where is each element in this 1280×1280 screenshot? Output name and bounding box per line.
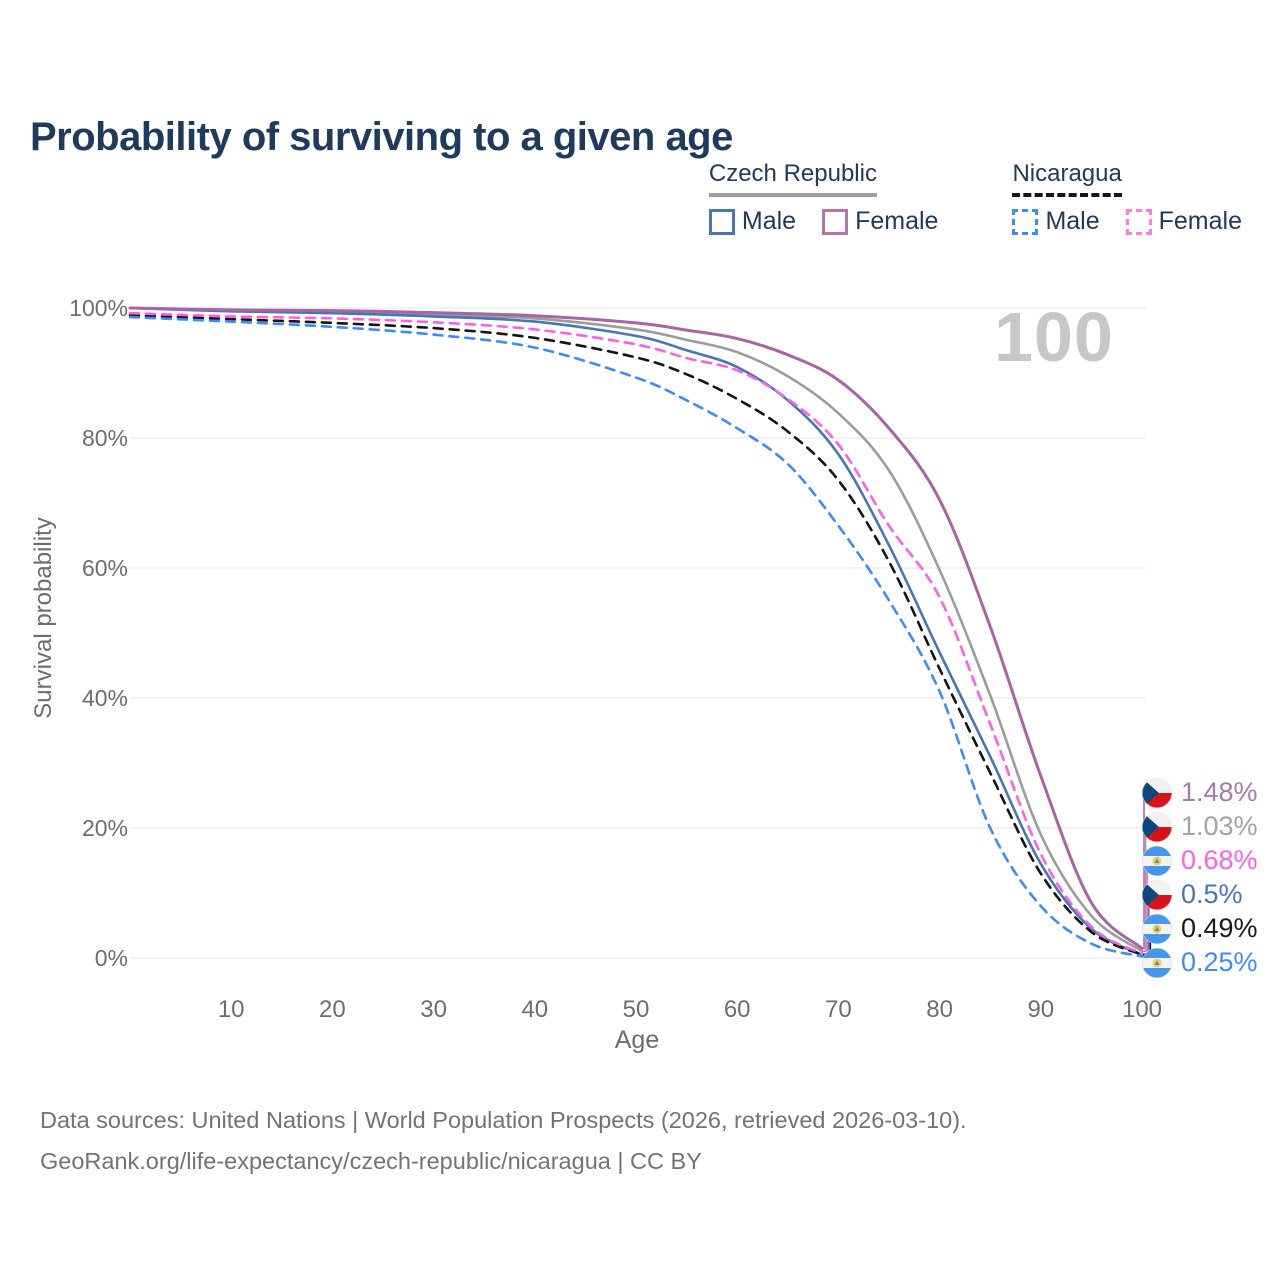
end-value-czech-republic-total: 1.03% [1181, 811, 1258, 841]
legend-items-nicaragua: Male Female [1012, 207, 1242, 236]
legend-item-czech-female[interactable]: Female [822, 207, 938, 236]
flag-czech-republic-icon [1142, 778, 1172, 808]
x-tick-label: 70 [825, 996, 852, 1023]
legend-item-nicaragua-male[interactable]: Male [1012, 207, 1100, 236]
line-nicaragua-total[interactable] [128, 313, 1144, 957]
nicaragua-female-swatch [1125, 208, 1152, 235]
x-tick-label: 100 [1121, 996, 1163, 1023]
survival-curves [128, 306, 1144, 958]
footer-attribution-link: GeoRank.org/life-expectancy/czech-republ… [40, 1148, 702, 1174]
legend-item-label: Male [1045, 207, 1100, 235]
footer: Data sources: United Nations | World Pop… [40, 1100, 967, 1182]
y-tick-label: 100% [69, 295, 128, 321]
legend-country-czech-republic[interactable]: Czech Republic [708, 160, 877, 197]
legend-item-label: Female [1158, 207, 1242, 235]
legend-group-czech-republic: Czech Republic Male Female [708, 160, 938, 236]
line-czech-republic-male[interactable] [128, 306, 1144, 957]
x-tick-label: 80 [926, 996, 953, 1023]
legend-item-czech-male[interactable]: Male [708, 207, 797, 236]
end-value-nicaragua-male: 0.25% [1181, 947, 1258, 977]
x-tick-label: 30 [420, 996, 447, 1023]
end-value-czech-republic-male: 0.5% [1181, 879, 1243, 909]
legend-items-czech-republic: Male Female [708, 207, 938, 236]
x-tick-label: 50 [622, 996, 650, 1023]
legend-item-label: Female [855, 207, 939, 235]
end-label-flags [1142, 778, 1172, 978]
x-axis-title: Age [614, 1026, 660, 1054]
flag-nicaragua-icon [1142, 846, 1172, 876]
footer-data-sources: Data sources: United Nations | World Pop… [40, 1107, 967, 1133]
legend-item-nicaragua-female[interactable]: Female [1125, 207, 1242, 236]
y-tick-label: 60% [81, 555, 128, 581]
y-axis-title: Survival probability [30, 517, 57, 719]
flag-czech-republic-icon [1142, 812, 1172, 842]
flag-czech-republic-icon [1142, 880, 1172, 910]
end-value-czech-republic-female: 1.48% [1181, 777, 1258, 807]
x-tick-label: 90 [1027, 996, 1055, 1023]
chart-legend: Czech Republic Male Female Nicaragua Mal… [708, 160, 1242, 236]
flag-nicaragua-icon [1142, 948, 1172, 978]
hover-age-watermark: 100 [994, 298, 1114, 376]
end-value-nicaragua-total: 0.49% [1181, 913, 1258, 943]
line-czech-republic-female[interactable] [128, 306, 1144, 950]
x-tick-label: 60 [723, 996, 751, 1023]
y-tick-label: 0% [94, 945, 128, 971]
page-title: Probability of surviving to a given age [30, 114, 733, 159]
czech-female-swatch [822, 208, 849, 235]
legend-group-nicaragua: Nicaragua Male Female [1012, 160, 1242, 236]
line-nicaragua-male[interactable] [128, 315, 1144, 958]
flag-nicaragua-icon [1142, 914, 1172, 944]
legend-country-nicaragua[interactable]: Nicaragua [1012, 160, 1122, 197]
czech-male-swatch [708, 208, 735, 235]
x-tick-label: 20 [319, 996, 346, 1023]
nicaragua-male-swatch [1012, 208, 1039, 235]
line-nicaragua-female[interactable] [128, 311, 1144, 955]
y-tick-label: 20% [81, 815, 128, 841]
legend-item-label: Male [741, 207, 797, 235]
y-tick-label: 40% [81, 685, 128, 711]
x-tick-label: 40 [521, 996, 549, 1023]
y-tick-label: 80% [81, 425, 128, 451]
gridlines [130, 307, 1146, 959]
x-tick-label: 10 [217, 996, 245, 1023]
end-value-nicaragua-female: 0.68% [1181, 845, 1258, 875]
